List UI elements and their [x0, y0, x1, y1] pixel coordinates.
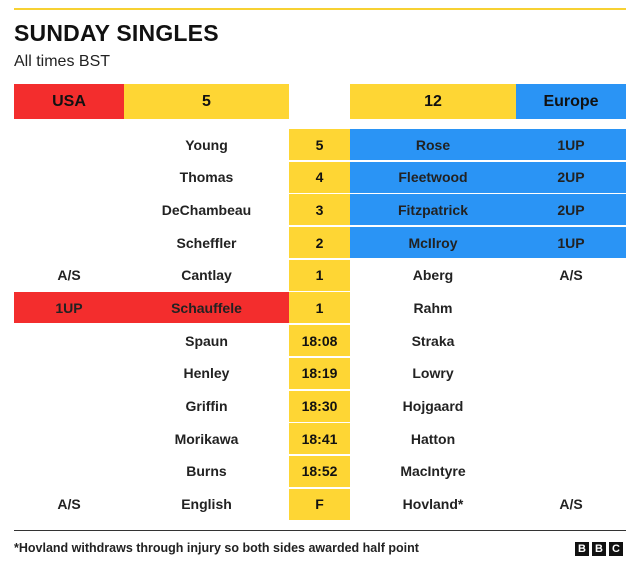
europe-status [516, 358, 626, 389]
match-row: Morikawa 18:41 Hatton [0, 423, 640, 456]
match-number: 1 [289, 259, 350, 291]
usa-player: Henley [183, 365, 230, 382]
europe-status: 2UP [516, 194, 626, 226]
match-row: Thomas 4 Fleetwood 2UP [0, 161, 640, 195]
europe-player: Hojgaard [402, 398, 464, 414]
europe-player: Lowry [412, 365, 454, 382]
match-row: 1UP Schauffele 1 Rahm [0, 292, 640, 325]
usa-player: DeChambeau [161, 201, 252, 218]
usa-player: Spaun [185, 332, 228, 349]
page-title: SUNDAY SINGLES [14, 20, 219, 46]
match-row: Burns 18:52 MacIntyre [0, 455, 640, 489]
match-number: 4 [289, 161, 350, 193]
usa-player: Scheffler [176, 234, 237, 251]
tee-time: 18:52 [289, 455, 350, 487]
europe-status: 2UP [516, 161, 626, 193]
europe-status: 1UP [516, 227, 626, 259]
usa-player: Young [185, 136, 228, 153]
europe-player: MacIntyre [400, 463, 466, 480]
tee-time: 18:41 [289, 423, 350, 455]
singles-table: Young 5 Rose 1UP Thomas 4 Fleetwood 2UP … [0, 129, 640, 521]
usa-status [14, 423, 124, 454]
europe-player: Rahm [413, 299, 453, 316]
europe-status: 1UP [516, 129, 626, 160]
usa-status [14, 325, 124, 356]
match-row: DeChambeau 3 Fitzpatrick 2UP [0, 194, 640, 227]
usa-status [14, 391, 124, 422]
usa-player: English [181, 496, 232, 513]
europe-player: Fleetwood [350, 161, 516, 193]
usa-status [14, 129, 124, 160]
usa-status [14, 194, 124, 225]
europe-player: Hovland* [402, 496, 464, 513]
usa-status [14, 162, 124, 193]
tee-time: 18:08 [289, 325, 350, 357]
match-status: F [289, 488, 350, 520]
match-row: A/S English F Hovland* A/S [0, 488, 640, 522]
europe-player: Hatton [410, 430, 456, 447]
match-row: Henley 18:19 Lowry [0, 357, 640, 391]
usa-player: Cantlay [181, 267, 232, 284]
europe-player: McIlroy [350, 227, 516, 259]
europe-status [516, 456, 626, 487]
usa-score: 5 [124, 84, 289, 119]
europe-player: Fitzpatrick [350, 194, 516, 226]
tee-time: 18:30 [289, 390, 350, 422]
usa-status [14, 227, 124, 258]
match-number: 5 [289, 129, 350, 160]
usa-player: Schauffele [124, 292, 289, 324]
bbc-logo: B B C [572, 542, 623, 556]
usa-player: Morikawa [174, 430, 239, 447]
match-number: 2 [289, 227, 350, 259]
match-row: Young 5 Rose 1UP [0, 129, 640, 162]
usa-status [14, 358, 124, 389]
match-row: A/S Cantlay 1 Aberg A/S [0, 259, 640, 293]
europe-status [516, 391, 626, 422]
europe-player: Aberg [412, 267, 454, 284]
match-number: 3 [289, 194, 350, 226]
usa-player: Burns [186, 463, 227, 480]
tee-time: 18:19 [289, 357, 350, 389]
match-row: Griffin 18:30 Hojgaard [0, 390, 640, 424]
footnote: *Hovland withdraws through injury so bot… [14, 541, 419, 555]
usa-team-label: USA [14, 84, 124, 119]
usa-status [14, 456, 124, 487]
page-subtitle: All times BST [14, 53, 111, 70]
usa-status: 1UP [14, 292, 124, 324]
logo-letter-b2: B [592, 542, 606, 556]
europe-player: Straka [411, 332, 455, 349]
europe-player: Rose [350, 129, 516, 160]
europe-status [516, 292, 626, 323]
europe-status: A/S [559, 267, 583, 284]
match-row: Spaun 18:08 Straka [0, 325, 640, 358]
bottom-rule [14, 530, 626, 531]
europe-team-label: Europe [516, 84, 626, 119]
top-rule [14, 8, 626, 10]
logo-letter-b1: B [575, 542, 589, 556]
europe-status [516, 325, 626, 356]
match-row: Scheffler 2 McIlroy 1UP [0, 227, 640, 260]
logo-letter-c: C [609, 542, 623, 556]
usa-player: Griffin [185, 398, 228, 414]
usa-status: A/S [57, 496, 81, 513]
europe-status: A/S [559, 496, 583, 513]
match-number: 1 [289, 292, 350, 324]
europe-status [516, 423, 626, 454]
usa-player: Thomas [179, 169, 234, 186]
usa-status: A/S [57, 267, 81, 284]
europe-score: 12 [350, 84, 516, 119]
